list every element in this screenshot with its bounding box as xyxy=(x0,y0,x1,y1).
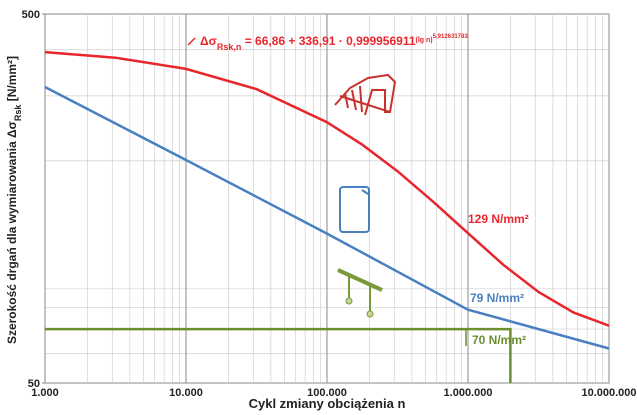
series-line xyxy=(45,327,512,383)
x-tick-label: 1.000 xyxy=(31,387,59,399)
y-label-sub: Rsk xyxy=(13,104,23,122)
formula-body: = 66,86 + 336,91 · 0,999956911 xyxy=(241,34,415,48)
bridge-icon xyxy=(334,73,397,116)
formula-supsup: 5,912631783 xyxy=(433,34,469,40)
x-tick-label: 10.000 xyxy=(169,387,203,399)
series-line xyxy=(44,85,610,350)
formula-head: Δσ xyxy=(200,34,217,48)
series-label: 79 N/mm² xyxy=(470,291,524,305)
frame-icon xyxy=(339,186,370,233)
series-line xyxy=(44,50,610,327)
series-label: 70 N/mm² xyxy=(472,333,526,347)
y-tick-label: 500 xyxy=(22,9,40,21)
y-label-main: Szerokość drgań dla wymiarowania Δσ xyxy=(5,121,19,344)
x-tick-label: 10.000.000 xyxy=(581,387,636,399)
y-tick-label: 50 xyxy=(28,378,40,390)
x-axis-label: Cykl zmiany obciążenia n xyxy=(249,396,406,411)
formula: ΔσRsk,n = 66,86 + 336,91 · 0,999956911(l… xyxy=(200,34,468,52)
y-axis-label: Szerokość drgań dla wymiarowania ΔσRsk [… xyxy=(5,56,23,344)
girder-icon xyxy=(337,268,383,318)
formula-sub: Rsk,n xyxy=(217,42,242,52)
series-label: 129 N/mm² xyxy=(468,212,529,226)
y-label-unit: [N/mm²] xyxy=(5,56,19,105)
x-tick-label: 100.000 xyxy=(307,387,347,399)
x-tick-label: 1.000.000 xyxy=(444,387,493,399)
formula-sup: (lg n) xyxy=(416,37,433,44)
formula-leader xyxy=(187,37,196,46)
lines xyxy=(44,50,610,383)
